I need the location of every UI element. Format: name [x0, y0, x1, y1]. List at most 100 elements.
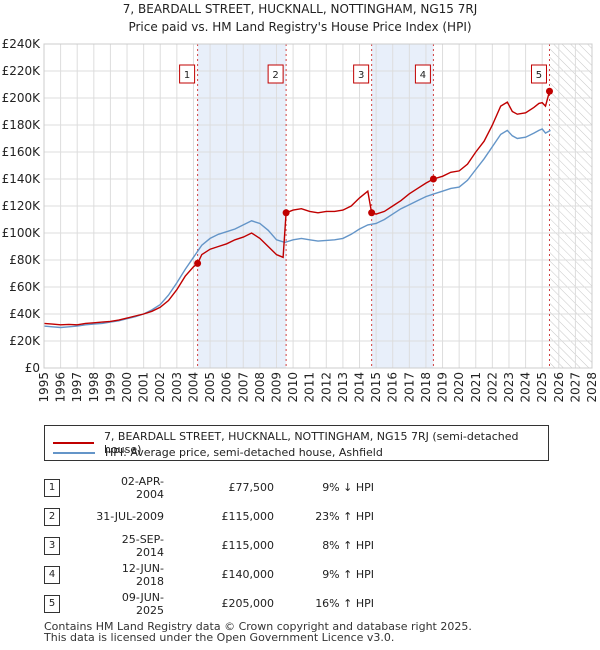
x-tick-label: 2010 — [286, 372, 300, 403]
y-tick-label: £80K — [9, 253, 41, 267]
x-tick-label: 2028 — [585, 372, 599, 403]
x-tick-label: 2020 — [452, 372, 466, 403]
sale-label-box — [179, 64, 196, 84]
y-tick-label: £20K — [9, 334, 41, 348]
sale-number-badge: 4 — [44, 565, 60, 584]
y-tick-label: £220K — [2, 64, 42, 78]
x-tick-label: 1999 — [103, 372, 117, 403]
y-tick-label: £140K — [2, 172, 42, 186]
sale-date: 02-APR-2004 — [120, 474, 164, 501]
sale-number-cell: 4 — [44, 560, 94, 589]
sales-row: 5 09-JUN-2025 £205,000 16% ↑ HPI — [44, 589, 374, 618]
sale-number-cell: 5 — [44, 589, 94, 618]
footer-line1: Contains HM Land Registry data © Crown c… — [44, 620, 472, 633]
x-tick-label: 2003 — [170, 372, 184, 403]
x-tick-label: 1995 — [37, 372, 51, 403]
x-tick-label: 2002 — [153, 372, 167, 403]
footer: Contains HM Land Registry data © Crown c… — [44, 621, 472, 643]
x-tick-label: 2012 — [319, 372, 333, 403]
legend-line-hpi — [53, 451, 95, 454]
sale-number-cell: 2 — [44, 502, 94, 531]
sale-price: £77,500 — [228, 481, 275, 494]
y-tick-label: £200K — [2, 91, 42, 105]
sale-number-badge: 5 — [44, 594, 60, 613]
x-tick-label: 2016 — [386, 372, 400, 403]
x-tick-label: 2014 — [353, 372, 367, 403]
x-tick-label: 2000 — [120, 372, 134, 403]
x-tick-label: 2009 — [269, 372, 283, 403]
series-line-property — [43, 91, 551, 326]
sale-date: 12-JUN-2018 — [121, 561, 164, 588]
x-tick-label: 2026 — [552, 372, 566, 403]
sale-point — [429, 175, 437, 183]
sale-label-number: 2 — [272, 70, 278, 81]
legend-label-property: 7, BEARDALL STREET, HUCKNALL, NOTTINGHAM… — [103, 430, 519, 456]
legend-label-hpi: HPI: Average price, semi-detached house,… — [105, 446, 383, 459]
sales-row: 3 25-SEP-2014 £115,000 8% ↑ HPI — [44, 531, 374, 560]
sale-number-badge: 3 — [44, 536, 60, 555]
x-tick-label: 2018 — [419, 372, 433, 403]
x-tick-label: 2004 — [186, 372, 200, 403]
sale-hpi-change: 23% ↑ HPI — [315, 510, 374, 523]
price-chart: 1 2 3 4 5 £0 £20K £40K £60K £80K £100K £120K £140K £1… — [2, 37, 599, 403]
sales-row: 1 02-APR-2004 £77,500 9% ↓ HPI — [44, 473, 374, 502]
sale-label-box — [267, 64, 284, 84]
footer-line2: This data is licensed under the Open Gov… — [44, 631, 395, 644]
x-tick-label: 1996 — [54, 372, 68, 403]
sale-label-number: 1 — [184, 70, 190, 81]
x-tick-label: 2006 — [220, 372, 234, 403]
sales-row: 2 31-JUL-2009 £115,000 23% ↑ HPI — [44, 502, 374, 531]
x-tick-label: 2011 — [303, 372, 317, 403]
x-tick-label: 2027 — [568, 372, 582, 403]
x-tick-label: 2024 — [519, 372, 533, 403]
sale-label-number: 3 — [358, 70, 364, 81]
x-tick-label: 2007 — [236, 372, 250, 403]
sale-number-badge: 2 — [44, 507, 60, 526]
x-tick-label: 2013 — [336, 372, 350, 403]
sale-number-cell: 3 — [44, 531, 94, 560]
sale-hpi-change: 9% ↑ HPI — [322, 568, 374, 581]
x-tick-label: 2025 — [535, 372, 549, 403]
sales-row: 4 12-JUN-2018 £140,000 9% ↑ HPI — [44, 560, 374, 589]
y-tick-label: £160K — [2, 145, 42, 159]
sale-point — [282, 209, 290, 217]
sale-number-cell: 1 — [44, 473, 94, 502]
sale-hpi-change: 8% ↑ HPI — [322, 539, 374, 552]
x-tick-label: 2021 — [469, 372, 483, 403]
sale-price: £205,000 — [221, 597, 275, 610]
sale-hpi-change: 16% ↑ HPI — [315, 597, 374, 610]
sale-point — [545, 87, 553, 95]
y-tick-label: £60K — [9, 280, 41, 294]
x-tick-label: 1997 — [70, 372, 84, 403]
sale-number-badge: 1 — [44, 478, 60, 497]
y-tick-label: £100K — [2, 226, 42, 240]
plot-frame — [43, 43, 593, 369]
sale-label-box — [353, 64, 370, 84]
y-tick-label: £180K — [2, 118, 42, 132]
sale-point — [368, 209, 376, 217]
sales-table: 1 02-APR-2004 £77,500 9% ↓ HPI 2 31-JUL-2009 £… — [44, 473, 374, 618]
y-tick-label: £0 — [25, 361, 40, 375]
x-tick-label: 1998 — [87, 372, 101, 403]
x-tick-label: 2005 — [203, 372, 217, 403]
sale-label-box — [530, 64, 547, 84]
sale-price: £140,000 — [221, 568, 275, 581]
legend-item-property: 7, BEARDALL STREET, HUCKNALL, NOTTINGHAM… — [53, 430, 548, 456]
sale-hpi-change: 9% ↓ HPI — [322, 481, 374, 494]
sale-point — [194, 259, 202, 267]
sale-date: 09-JUN-2025 — [121, 590, 164, 617]
y-tick-label: £240K — [2, 37, 42, 51]
x-tick-label: 2019 — [436, 372, 450, 403]
sale-price: £115,000 — [221, 539, 275, 552]
sale-label-box — [414, 64, 431, 84]
chart-title-line1: 7, BEARDALL STREET, HUCKNALL, NOTTINGHAM… — [122, 2, 478, 16]
x-tick-label: 2015 — [369, 372, 383, 403]
sale-date: 31-JUL-2009 — [96, 510, 164, 523]
chart-legend: 7, BEARDALL STREET, HUCKNALL, NOTTINGHAM… — [44, 425, 549, 461]
x-tick-label: 2022 — [485, 372, 499, 403]
x-tick-label: 2023 — [502, 372, 516, 403]
legend-item-hpi: HPI: Average price, semi-detached house,… — [53, 446, 383, 459]
x-tick-label: 2008 — [253, 372, 267, 403]
sale-date: 25-SEP-2014 — [121, 532, 164, 559]
sale-label-number: 5 — [536, 70, 542, 81]
